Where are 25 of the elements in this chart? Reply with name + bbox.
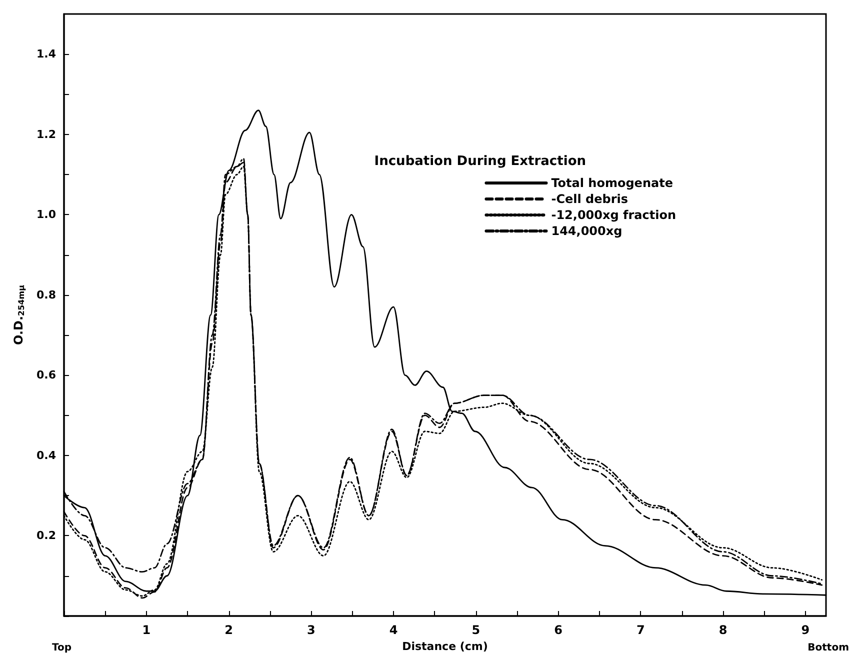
- x-tick-label: 5: [472, 623, 480, 637]
- legend-label: Total homogenate: [551, 176, 673, 190]
- y-axis-title: O.D.254mμ: [12, 284, 26, 345]
- legend-label: 144,000xg: [551, 224, 622, 238]
- legend-title: Incubation During Extraction: [374, 154, 586, 169]
- x-tick-label: 6: [554, 623, 562, 637]
- legend-label: -Cell debris: [551, 192, 628, 206]
- x-tick-label: 2: [224, 623, 233, 637]
- x-tick-label: 3: [306, 623, 316, 637]
- y-tick-label: 0.6: [36, 368, 56, 382]
- x-tick-label: 4: [389, 623, 398, 637]
- x-tick-label: 7: [636, 623, 645, 637]
- x-tick-label: 8: [718, 623, 728, 637]
- text: Bottom: [808, 642, 849, 654]
- x-tick-label: 9: [801, 623, 810, 637]
- x-axis-title: Distance (cm): [402, 640, 488, 653]
- y-tick-label: 0.8: [36, 288, 56, 302]
- legend-label: -12,000xg fraction: [551, 208, 676, 222]
- y-tick-label: 1.0: [36, 208, 56, 222]
- y-tick-label: 0.4: [36, 448, 56, 462]
- text: Top: [52, 642, 72, 654]
- y-tick-label: 1.2: [36, 128, 56, 141]
- y-tick-label: 1.4: [36, 48, 56, 61]
- y-tick-label: 0.2: [36, 529, 56, 542]
- x-tick-label: 1: [142, 623, 151, 637]
